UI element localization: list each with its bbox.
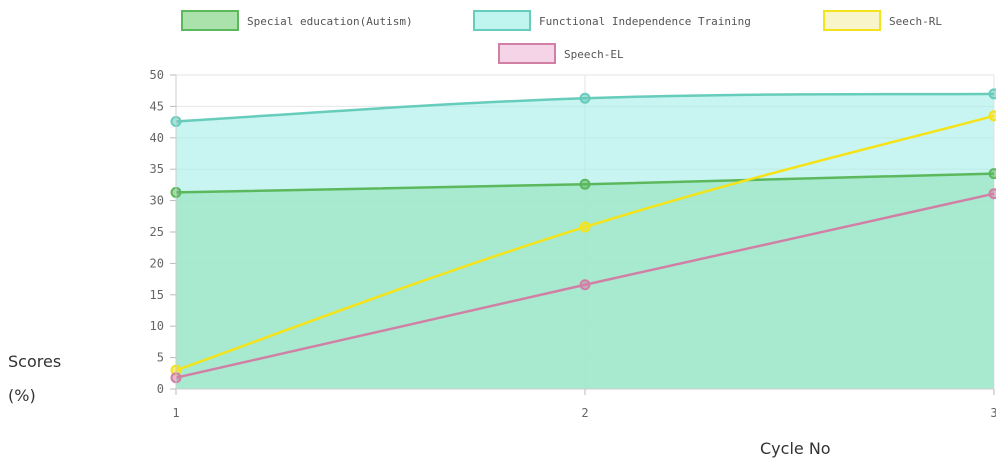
legend-item[interactable]: Special education(Autism) xyxy=(181,10,413,31)
data-point[interactable] xyxy=(988,110,996,122)
y-axis-label-line-2: (%) xyxy=(8,386,36,405)
y-tick-label: 35 xyxy=(150,162,164,176)
y-tick-label: 40 xyxy=(150,131,164,145)
y-tick-label: 5 xyxy=(157,351,164,365)
data-point[interactable] xyxy=(579,221,591,233)
legend-label: Speech-EL xyxy=(564,48,624,61)
data-point[interactable] xyxy=(988,188,996,200)
axes: 0 5 10 15 20 25 30 35 40 45 50 1 2 3 xyxy=(150,68,996,420)
x-axis-label: Cycle No xyxy=(760,439,831,458)
data-point[interactable] xyxy=(988,168,996,180)
legend-label: Functional Independence Training xyxy=(539,15,751,28)
data-point[interactable] xyxy=(579,92,591,104)
legend-label: Special education(Autism) xyxy=(247,15,413,28)
legend-label: Seech-RL xyxy=(889,15,942,28)
y-tick-label: 45 xyxy=(150,99,164,113)
legend-swatch xyxy=(181,10,239,31)
y-axis-label-line-1: Scores xyxy=(8,352,62,371)
legend-item[interactable]: Functional Independence Training xyxy=(473,10,751,31)
legend-swatch xyxy=(473,10,531,31)
legend-item[interactable]: Speech-EL xyxy=(498,43,624,64)
x-tick-label: 3 xyxy=(990,406,996,420)
y-tick-label: 30 xyxy=(150,194,164,208)
y-tick-label: 15 xyxy=(150,288,164,302)
legend[interactable]: Special education(Autism) Functional Inde… xyxy=(181,10,942,64)
y-tick-label: 10 xyxy=(150,319,164,333)
series-area xyxy=(176,93,994,389)
y-tick-label: 0 xyxy=(157,382,164,396)
legend-swatch xyxy=(823,10,881,31)
x-tick-label: 1 xyxy=(172,406,179,420)
data-point[interactable] xyxy=(988,88,996,100)
legend-item[interactable]: Seech-RL xyxy=(823,10,942,31)
legend-swatch xyxy=(498,43,556,64)
data-point[interactable] xyxy=(579,178,591,190)
y-tick-label: 25 xyxy=(150,225,164,239)
series-points xyxy=(170,88,996,384)
series-areas xyxy=(176,93,994,389)
y-tick-label: 50 xyxy=(150,68,164,82)
x-tick-label: 2 xyxy=(581,406,588,420)
data-point[interactable] xyxy=(579,279,591,291)
y-tick-label: 20 xyxy=(150,256,164,270)
